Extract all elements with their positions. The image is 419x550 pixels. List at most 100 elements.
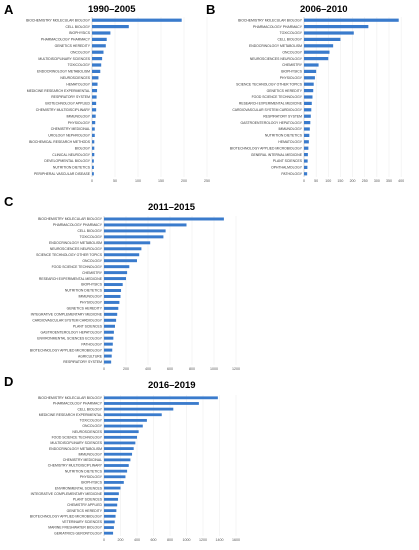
category-label: NEUROSCIENCES xyxy=(60,76,90,80)
bar xyxy=(92,95,97,99)
category-label: MEDICINE RESEARCH EXPERIMENTAL xyxy=(39,413,102,417)
bar xyxy=(304,25,369,29)
category-label: TOXICOLOGY xyxy=(280,31,303,35)
category-label: PHARMACOLOGY PHARMACY xyxy=(53,402,103,406)
category-label: FOOD SCIENCE TECHNOLOGY xyxy=(52,265,103,269)
x-tick-label: 1600 xyxy=(232,538,240,542)
category-label: NUTRITION DIETETICS xyxy=(53,166,91,170)
plot-area-b: 0 50 100 150 200 250 300 350 400 BIOCHEMISTRY MOL… xyxy=(230,17,404,183)
bar xyxy=(92,114,96,118)
panel-letter-d: D xyxy=(4,374,13,389)
category-label: NUTRITION DIETETICS xyxy=(65,469,103,473)
bar xyxy=(92,121,96,125)
bar xyxy=(92,108,97,112)
category-label: CELL BIOLOGY xyxy=(277,38,302,42)
bar xyxy=(104,354,112,358)
bar xyxy=(104,497,119,501)
bar xyxy=(104,413,162,417)
x-tick-label: 50 xyxy=(113,179,117,183)
x-tick-label: 350 xyxy=(386,179,392,183)
category-label: PHARMACOLOGY PHARMACY xyxy=(41,38,91,42)
bar xyxy=(304,127,310,131)
category-label: ENDOCRINOLOGY METABOLISM xyxy=(37,70,90,74)
category-label: FOOD SCIENCE TECHNOLOGY xyxy=(52,436,103,440)
category-label: BIOTECHNOLOGY APPLIED xyxy=(45,102,90,106)
bar xyxy=(92,76,99,80)
category-label: IMMUNOLOGY xyxy=(78,295,102,299)
x-tick-label: 200 xyxy=(123,367,129,371)
bar xyxy=(304,140,309,144)
bar xyxy=(104,223,187,227)
x-tick-label: 200 xyxy=(118,538,124,542)
bar xyxy=(304,37,341,41)
category-label: NUTRITION DIETETICS xyxy=(65,289,103,293)
bar xyxy=(104,306,119,310)
bar xyxy=(104,402,199,405)
bar xyxy=(92,18,182,22)
category-label: BIOCHEMICAL RESEARCH METHODS xyxy=(29,140,91,144)
x-tick-label: 400 xyxy=(134,538,140,542)
category-label: FOOD SCIENCE TECHNOLOGY xyxy=(252,95,303,99)
x-tick-label: 250 xyxy=(204,179,210,183)
panel-title-c: 2011–2015 xyxy=(148,202,196,213)
category-label: CHEMISTRY MULTIDISCIPLINARY xyxy=(36,108,91,112)
x-tick-label: 200 xyxy=(350,179,356,183)
category-label: MULTIDISCIPLINARY SCIENCES xyxy=(38,57,90,61)
bar xyxy=(92,146,95,150)
bar xyxy=(92,44,106,48)
category-label: PLANT SCIENCES xyxy=(273,159,303,163)
bar xyxy=(104,342,113,346)
x-tick-label: 100 xyxy=(135,179,141,183)
bar xyxy=(104,265,130,269)
panel-title-d: 2016–2019 xyxy=(148,380,196,391)
category-label: PLANT SCIENCES xyxy=(73,324,103,328)
category-label: RESPIRATORY SYSTEM xyxy=(51,95,90,99)
bar xyxy=(104,475,126,479)
x-tick-label: 800 xyxy=(189,367,195,371)
category-label: BIOCHEMISTRY MOLECULAR BIOLOGY xyxy=(38,217,103,221)
bar xyxy=(104,318,117,322)
category-label: BIOTECHNOLOGY APPLIED MICROBIOLOGY xyxy=(30,348,103,352)
bar xyxy=(104,441,136,445)
bar xyxy=(104,241,151,245)
bar xyxy=(104,330,114,334)
x-tick-label: 150 xyxy=(158,179,164,183)
category-label: BIOPHYSICS xyxy=(81,283,102,287)
bar xyxy=(92,101,97,105)
bar xyxy=(104,464,129,467)
bar xyxy=(304,108,312,112)
category-label: INTEGRATIVE COMPLEMENTARY MEDICINE xyxy=(31,313,103,317)
category-label: GENETICS HEREDITY xyxy=(55,44,91,48)
category-label: GERIATRICS GERONTOLOGY xyxy=(54,531,103,535)
x-tick-label: 0 xyxy=(91,179,93,183)
x-tick-label: 0 xyxy=(103,367,105,371)
bar xyxy=(104,503,118,507)
category-label: BIOPHYSICS xyxy=(81,481,102,485)
category-label: IMMUNOLOGY xyxy=(78,452,102,456)
bar xyxy=(92,37,107,41)
bar xyxy=(304,159,308,163)
category-label: PHYSIOLOGY xyxy=(280,76,303,80)
category-label: CHEMISTRY xyxy=(282,63,303,67)
bar xyxy=(104,531,114,535)
plot-area-d: 0 200 400 600 800 1000 1200 1400 1600 BIOCHEMISTR… xyxy=(30,395,240,542)
category-label: BIOCHEMISTRY MOLECULAR BIOLOGY xyxy=(38,396,103,400)
category-label: CARDIOVASCULAR SYSTEM CARDIOLOGY xyxy=(32,319,102,323)
panel-b: B 2006–2010 0 50 100 150 200 250 300 350 400 BIOC… xyxy=(206,2,404,183)
category-label: MARINE FRESHWATER BIOLOGY xyxy=(48,526,102,530)
category-label: CLINICAL NEUROLOGY xyxy=(52,153,90,157)
x-tick-label: 50 xyxy=(314,179,318,183)
category-label: PHARMACOLOGY PHARMACY xyxy=(253,25,303,29)
category-label: BIOTECHNOLOGY APPLIED MICROBIOLOGY xyxy=(230,146,303,150)
bar xyxy=(92,82,98,86)
category-label: NEUROSCIENCES xyxy=(72,430,102,434)
bar xyxy=(104,247,142,251)
category-label: PHYSIOLOGY xyxy=(68,121,91,125)
category-label: CHEMISTRY xyxy=(82,271,103,275)
bar xyxy=(92,57,103,61)
bar xyxy=(104,407,174,411)
bar xyxy=(92,172,94,176)
bar xyxy=(104,277,126,281)
category-label: ENVIRONMENTAL SCIENCES xyxy=(55,486,103,490)
bar xyxy=(104,217,224,221)
